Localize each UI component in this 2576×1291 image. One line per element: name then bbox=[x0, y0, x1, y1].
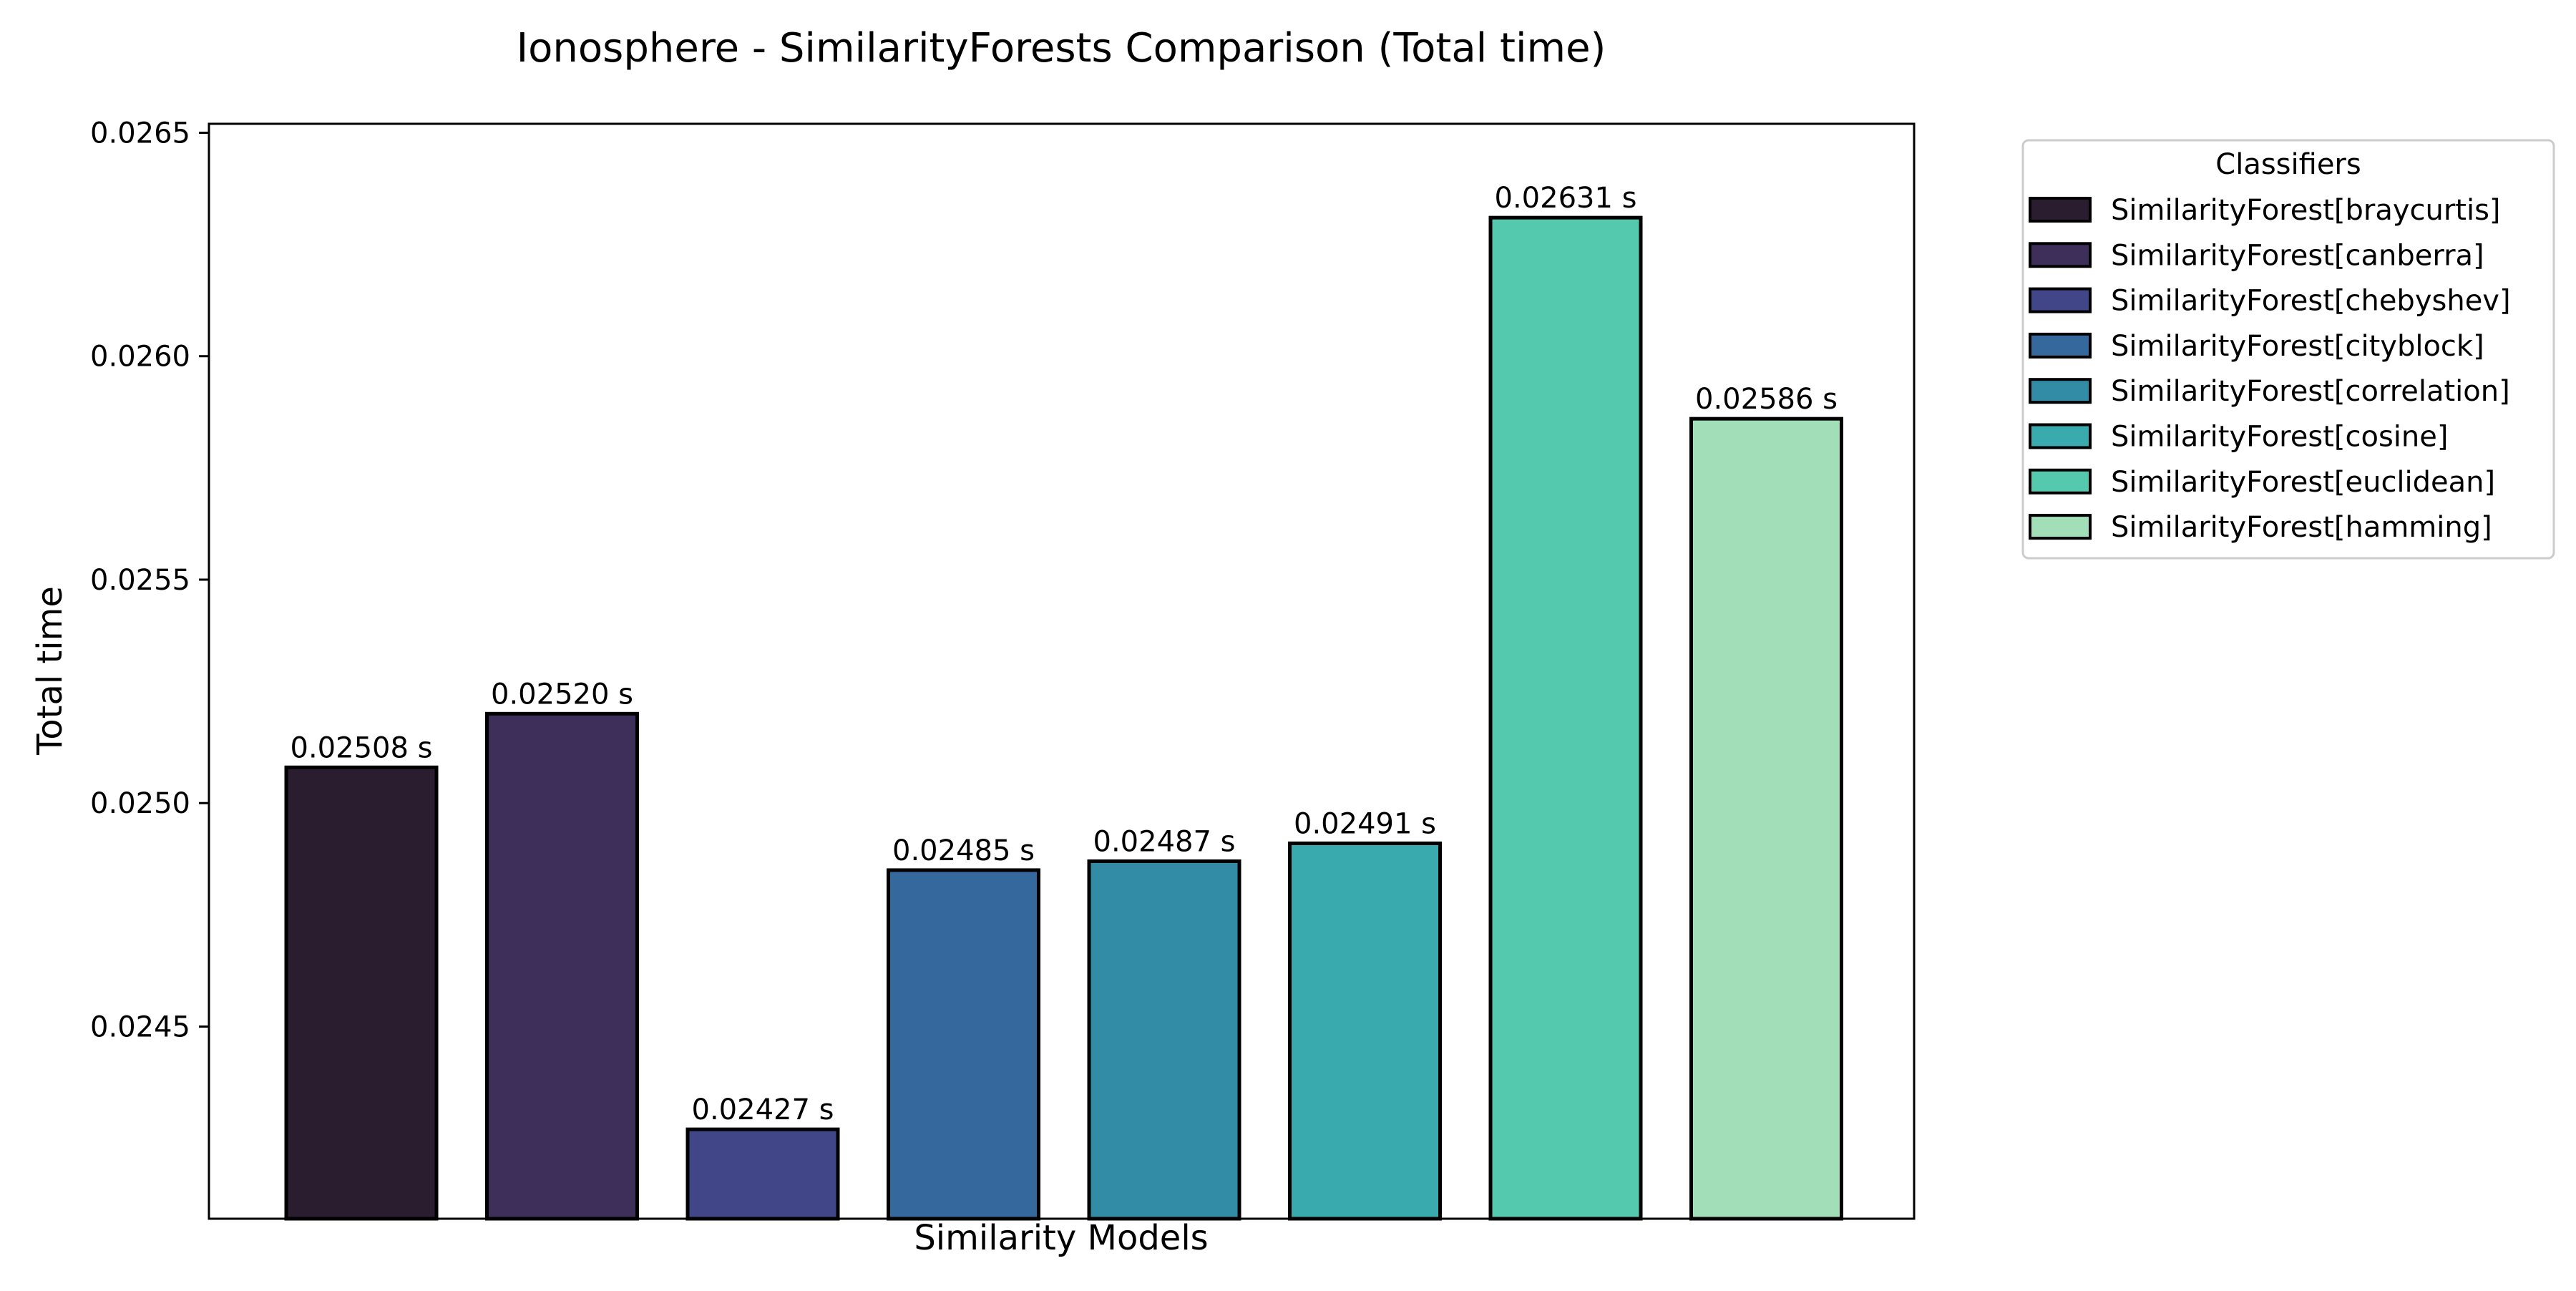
bar-value-label: 0.02631 s bbox=[1495, 182, 1637, 215]
legend-label: SimilarityForest[cityblock] bbox=[2111, 330, 2484, 363]
legend-entries: SimilarityForest[braycurtis] SimilarityFo… bbox=[2029, 194, 2511, 544]
legend-label: SimilarityForest[canberra] bbox=[2111, 239, 2484, 272]
y-tick-label: 0.0255 bbox=[90, 564, 190, 597]
plot-area-frame bbox=[208, 122, 1916, 1220]
legend-label: SimilarityForest[correlation] bbox=[2111, 375, 2510, 408]
legend-swatch bbox=[2029, 197, 2092, 223]
legend-swatch bbox=[2029, 468, 2092, 495]
bar-2 bbox=[686, 1127, 840, 1221]
bar-value-label: 0.02586 s bbox=[1695, 383, 1838, 416]
legend-label: SimilarityForest[braycurtis] bbox=[2111, 194, 2501, 227]
x-axis-label: Similarity Models bbox=[914, 1218, 1208, 1258]
bar-value-label: 0.02487 s bbox=[1093, 825, 1236, 858]
legend-label: SimilarityForest[cosine] bbox=[2111, 421, 2448, 454]
bar-7 bbox=[1689, 416, 1843, 1221]
bar-3 bbox=[887, 868, 1040, 1221]
value-labels-group: 0.02508 s 0.02520 s 0.02427 s 0.02485 s 0.02… bbox=[291, 182, 1838, 1126]
legend-swatch bbox=[2029, 242, 2092, 268]
legend-swatch bbox=[2029, 514, 2092, 540]
legend-label: SimilarityForest[hamming] bbox=[2111, 511, 2492, 544]
legend-swatch bbox=[2029, 378, 2092, 404]
chart-title: Ionosphere - SimilarityForests Compariso… bbox=[517, 25, 1606, 72]
legend-label: SimilarityForest[euclidean] bbox=[2111, 466, 2495, 499]
y-tick-label: 0.0250 bbox=[90, 787, 190, 820]
y-axis-label: Total time bbox=[30, 586, 70, 756]
bar-value-label: 0.02520 s bbox=[491, 678, 633, 711]
y-tick-label: 0.0245 bbox=[90, 1010, 190, 1043]
legend-swatch bbox=[2029, 332, 2092, 359]
bar-value-label: 0.02508 s bbox=[291, 731, 433, 764]
legend-swatch bbox=[2029, 287, 2092, 313]
bar-value-label: 0.02485 s bbox=[892, 834, 1035, 867]
bar-1 bbox=[485, 711, 639, 1221]
legend-label: SimilarityForest[chebyshev] bbox=[2111, 285, 2511, 318]
legend-box bbox=[2021, 139, 2555, 560]
bar-0 bbox=[284, 765, 439, 1221]
bar-5 bbox=[1288, 841, 1442, 1221]
bar-4 bbox=[1087, 859, 1241, 1221]
legend-title: Classifiers bbox=[2215, 148, 2361, 181]
legend-swatch bbox=[2029, 423, 2092, 449]
bar-value-label: 0.02427 s bbox=[692, 1093, 834, 1126]
y-axis: 0.0245 0.0250 0.0255 0.0260 0.0265 bbox=[90, 117, 209, 1043]
legend: Classifiers SimilarityForest[braycurtis]… bbox=[2021, 139, 2555, 560]
bar-value-label: 0.02491 s bbox=[1294, 807, 1436, 840]
y-tick-label: 0.0260 bbox=[90, 341, 190, 374]
y-tick-label: 0.0265 bbox=[90, 117, 190, 150]
bars-group bbox=[284, 215, 1843, 1221]
bar-6 bbox=[1488, 215, 1643, 1221]
